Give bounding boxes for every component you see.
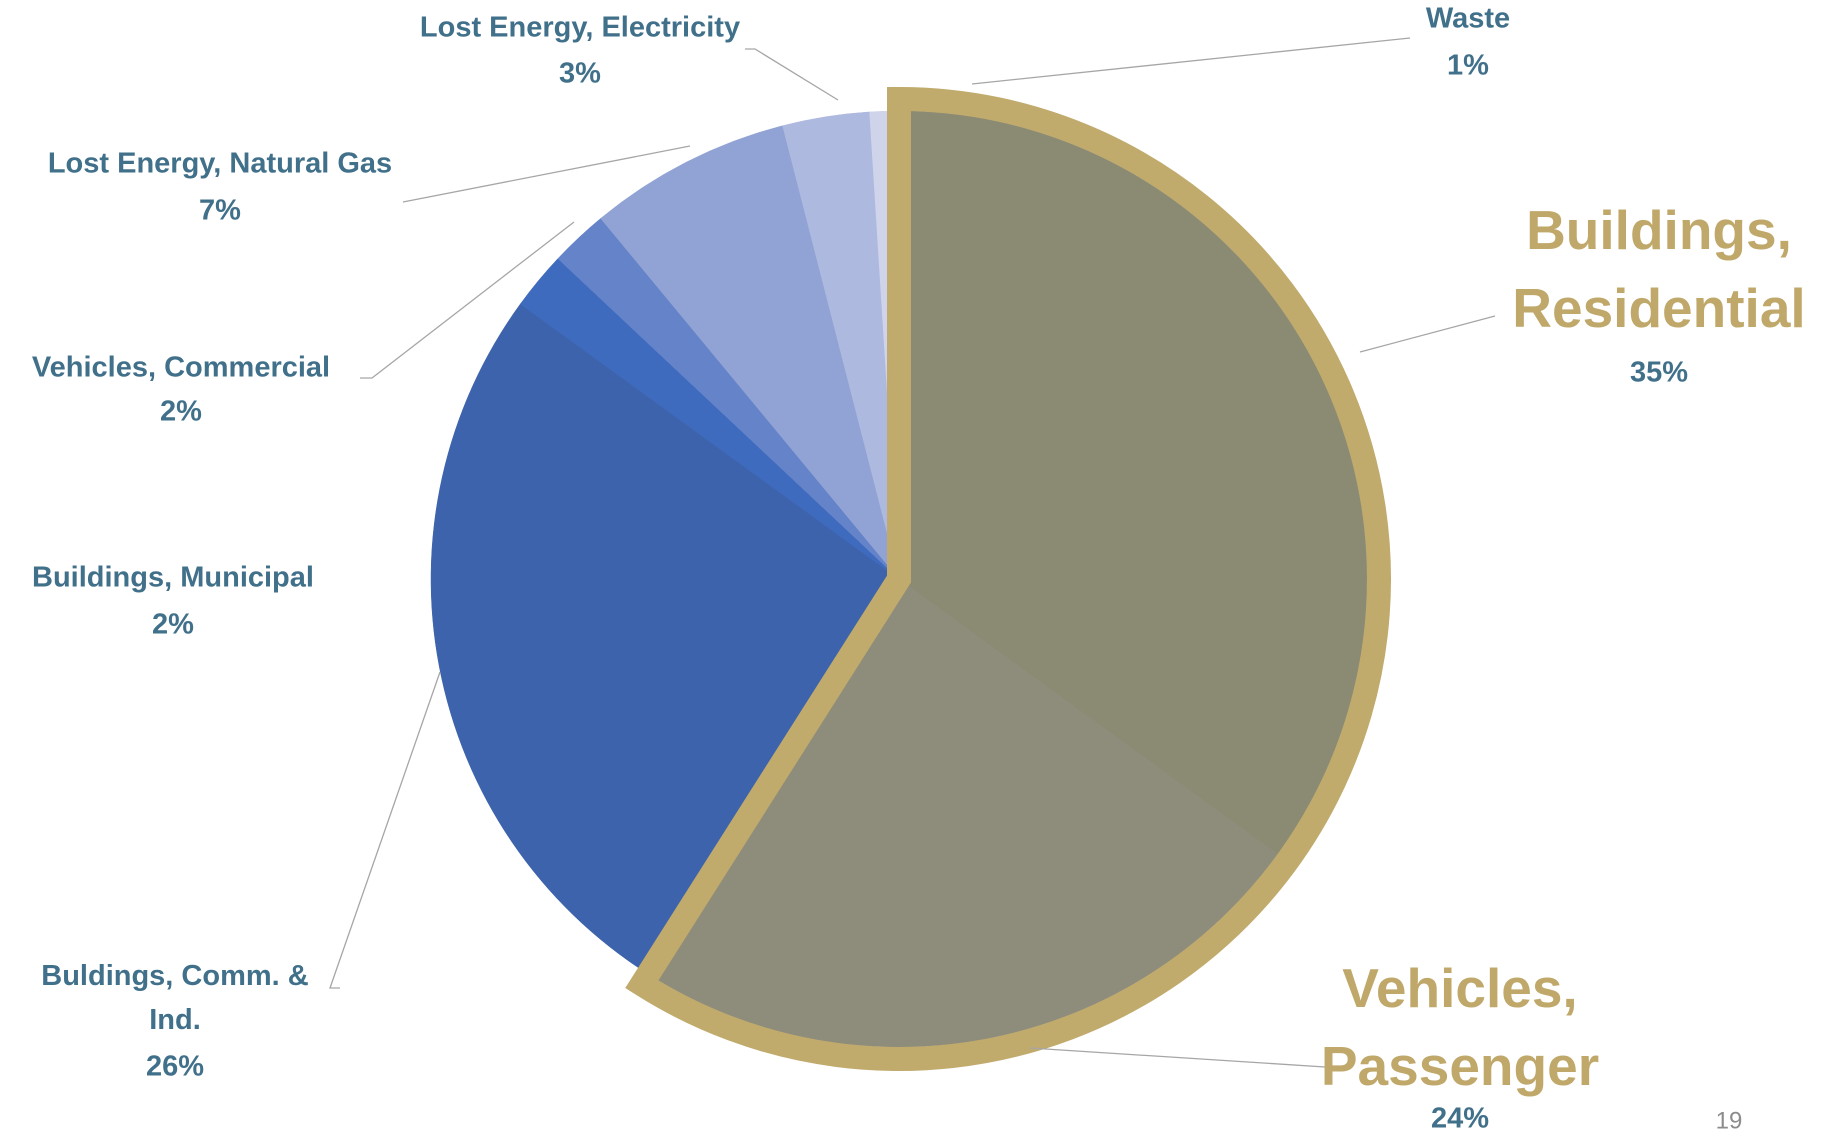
label-line: Buldings, Comm. &	[41, 960, 309, 992]
page-number: 19	[1716, 1107, 1743, 1134]
label-line: Buildings,	[1526, 199, 1792, 261]
leader-line	[360, 221, 575, 379]
leader-line	[745, 48, 839, 101]
pie-slice	[898, 110, 1368, 855]
pie-slice	[647, 578, 1278, 1048]
value-label: 26%	[146, 1051, 204, 1083]
value-label: 35%	[1630, 357, 1688, 389]
label-line: Passenger	[1321, 1035, 1599, 1097]
value-label: 3%	[559, 58, 601, 90]
label-line: Ind.	[149, 1004, 201, 1036]
highlight-outline	[625, 86, 1391, 1071]
pie-slice	[600, 125, 900, 580]
slice-label: Vehicles, Commercial	[32, 352, 330, 384]
label-line: Vehicles,	[1342, 957, 1577, 1019]
slice-label: Waste	[1426, 3, 1510, 35]
leader-line	[1359, 315, 1496, 353]
leader-line	[971, 37, 1411, 85]
label-line: Residential	[1512, 277, 1805, 339]
slice-label: Lost Energy, Natural Gas	[48, 148, 392, 180]
leader-line	[1029, 1047, 1326, 1068]
slice-label: Lost Energy, Electricity	[420, 12, 740, 44]
leader-line	[402, 145, 691, 203]
value-label: 2%	[160, 396, 202, 428]
slice-label: Buldings, Comm. & Ind.	[41, 960, 309, 1036]
value-label: 7%	[199, 195, 241, 227]
slice-label: Vehicles, Passenger	[1321, 957, 1599, 1097]
value-label: 1%	[1447, 50, 1489, 82]
value-label: 24%	[1431, 1103, 1489, 1135]
slice-label: Buildings, Municipal	[32, 562, 314, 594]
pie-slice	[430, 303, 900, 975]
leader-line	[329, 671, 441, 989]
value-label: 2%	[152, 609, 194, 641]
slice-label: Buildings, Residential	[1512, 199, 1805, 339]
